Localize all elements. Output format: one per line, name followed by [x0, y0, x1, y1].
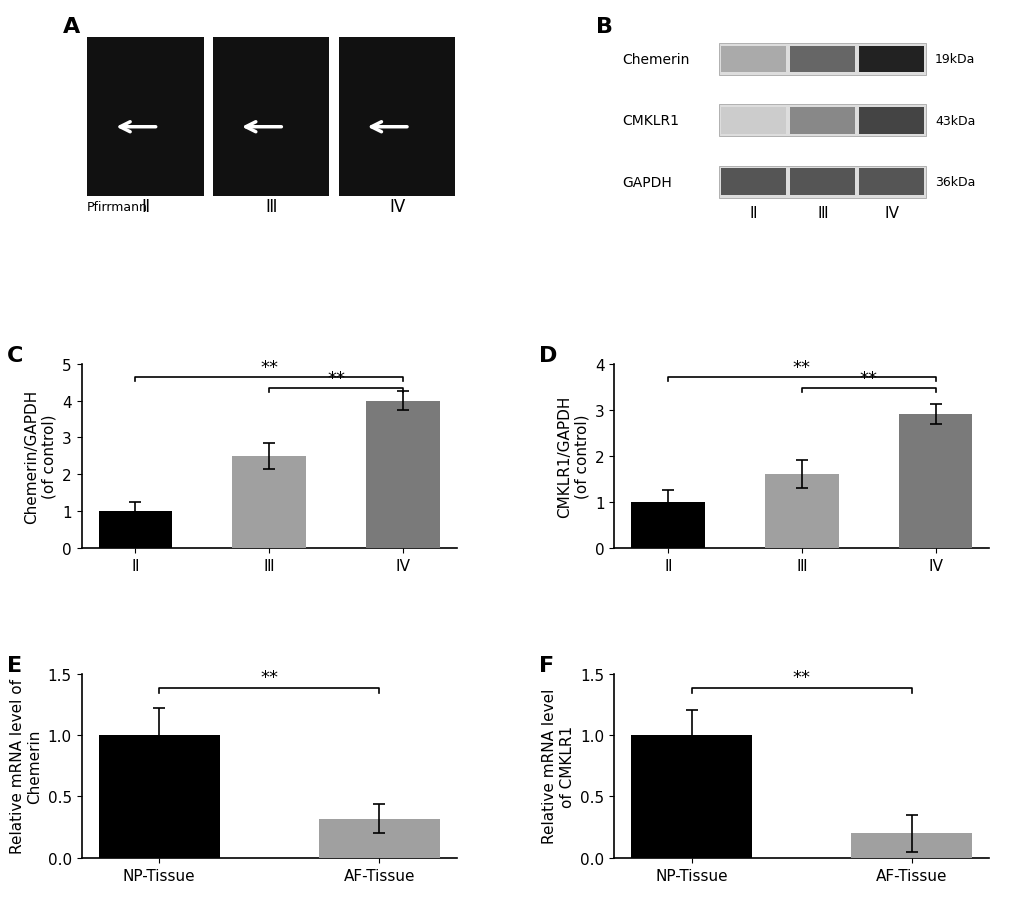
Text: Pfirrmann: Pfirrmann: [88, 200, 148, 213]
Text: Ⅳ: Ⅳ: [388, 198, 404, 216]
Bar: [99, 735, 219, 858]
Text: **: **: [792, 668, 810, 686]
Text: **: **: [260, 668, 278, 686]
Text: D: D: [539, 346, 557, 366]
Text: GAPDH: GAPDH: [622, 175, 671, 190]
Text: Ⅳ: Ⅳ: [883, 206, 898, 221]
Text: CMKLR1: CMKLR1: [622, 115, 678, 128]
Bar: [99, 511, 172, 548]
Bar: [898, 414, 971, 548]
Bar: [718, 167, 924, 199]
Text: C: C: [6, 346, 23, 366]
Bar: [232, 456, 306, 548]
Bar: [631, 502, 704, 548]
Text: Chemerin: Chemerin: [622, 53, 689, 67]
Text: Ⅲ: Ⅲ: [816, 206, 826, 221]
Bar: [338, 38, 454, 196]
Bar: [858, 47, 923, 73]
Bar: [318, 819, 439, 858]
Text: A: A: [63, 16, 81, 36]
Text: 19kDa: 19kDa: [934, 53, 974, 67]
Bar: [858, 169, 923, 196]
Text: Ⅱ: Ⅱ: [749, 206, 757, 221]
Bar: [718, 44, 924, 76]
Bar: [718, 106, 924, 137]
Text: B: B: [595, 16, 612, 36]
Text: **: **: [859, 369, 876, 387]
Bar: [631, 735, 752, 858]
Bar: [789, 169, 854, 196]
Text: Ⅱ: Ⅱ: [142, 198, 150, 216]
Bar: [851, 833, 971, 858]
Y-axis label: Relative mRNA level of
Chemerin: Relative mRNA level of Chemerin: [10, 678, 42, 853]
Bar: [789, 108, 854, 135]
Bar: [720, 169, 786, 196]
Text: **: **: [260, 358, 278, 377]
Y-axis label: CMKLR1/GAPDH
(of control): CMKLR1/GAPDH (of control): [556, 396, 589, 517]
Bar: [213, 38, 329, 196]
Text: **: **: [327, 369, 344, 387]
Y-axis label: Relative mRNA level
of CMKLR1: Relative mRNA level of CMKLR1: [542, 688, 575, 843]
Bar: [720, 47, 786, 73]
Bar: [764, 475, 838, 548]
Text: **: **: [792, 358, 810, 377]
Bar: [88, 38, 204, 196]
Bar: [720, 108, 786, 135]
Text: F: F: [539, 656, 554, 675]
Bar: [789, 47, 854, 73]
Text: Ⅲ: Ⅲ: [265, 198, 276, 216]
Bar: [366, 401, 439, 548]
Bar: [858, 108, 923, 135]
Text: 43kDa: 43kDa: [934, 115, 974, 127]
Text: E: E: [6, 656, 21, 675]
Y-axis label: Chemerin/GAPDH
(of control): Chemerin/GAPDH (of control): [24, 389, 56, 524]
Text: 36kDa: 36kDa: [934, 176, 974, 189]
